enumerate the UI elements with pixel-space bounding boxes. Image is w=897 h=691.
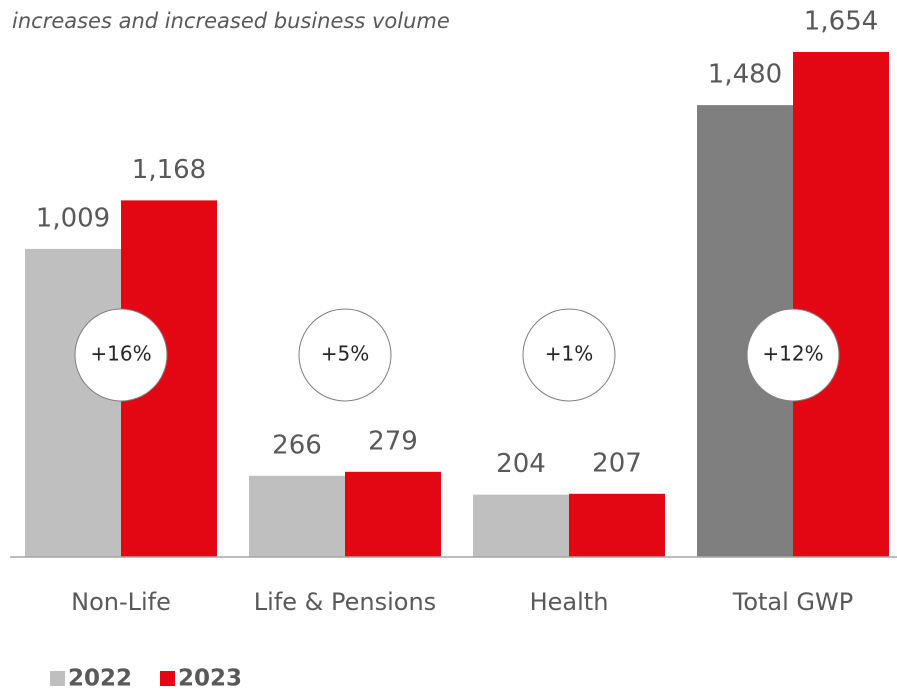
growth-badge	[746, 308, 840, 402]
growth-label: +5%	[321, 342, 370, 366]
growth-label: +12%	[762, 342, 823, 366]
bar	[569, 493, 665, 557]
bar	[473, 494, 569, 557]
value-label: 266	[272, 430, 322, 460]
value-label: 1,009	[36, 203, 110, 233]
x-tick-label: Health	[530, 588, 609, 616]
x-tick-label: Total GWP	[732, 588, 853, 616]
value-label: 1,654	[804, 7, 878, 37]
legend-swatch	[160, 671, 175, 686]
chart-subtitle: increases and increased business volume	[12, 9, 450, 33]
value-label: 279	[368, 426, 418, 456]
legend-label: 2022	[68, 666, 132, 691]
bar	[25, 248, 121, 557]
legend-label: 2023	[178, 666, 242, 691]
growth-label: +1%	[545, 342, 594, 366]
value-label: 204	[496, 449, 546, 479]
growth-label: +16%	[90, 342, 151, 366]
bar	[345, 471, 441, 557]
growth-badge	[522, 308, 616, 402]
x-tick-label: Non-Life	[71, 588, 171, 616]
bar	[793, 52, 889, 557]
growth-badge	[298, 308, 392, 402]
legend-swatch	[50, 671, 65, 686]
growth-badge	[74, 308, 168, 402]
value-label: 207	[592, 448, 642, 478]
x-tick-label: Life & Pensions	[254, 588, 436, 616]
value-label: 1,168	[132, 155, 206, 185]
bar	[249, 475, 345, 557]
value-label: 1,480	[708, 60, 782, 90]
